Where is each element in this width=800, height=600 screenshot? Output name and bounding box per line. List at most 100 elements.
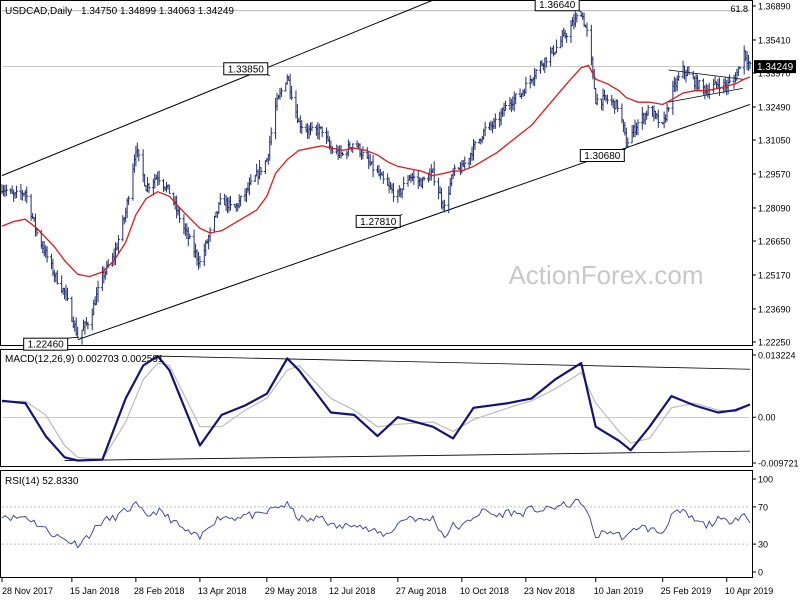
ohlc-bar xyxy=(432,161,436,186)
price-tick-label: 1.26650 xyxy=(758,237,791,247)
ohlc-bar xyxy=(76,326,80,339)
ohlc-bar xyxy=(15,185,19,199)
date-tick-label: 29 May 2018 xyxy=(265,586,317,596)
level-label-1-30680: 1.30680 xyxy=(579,148,627,163)
rsi-axis: 100 70 30 0 xyxy=(2,475,773,578)
rsi-panel-frame xyxy=(0,470,753,578)
date-tick-label: 10 Apr 2019 xyxy=(725,586,774,596)
retracement-line-61-8 xyxy=(2,10,750,67)
ohlc-bar xyxy=(728,74,732,84)
ohlc-bar xyxy=(412,169,416,185)
ohlc-bar xyxy=(402,176,406,190)
level-label-box xyxy=(355,214,401,228)
macd-tick-label: 0.00 xyxy=(758,413,776,423)
ohlc-bar xyxy=(677,72,681,81)
price-level-labels: 1.22460 1.33850 1.27810 1.36640 1.30680 xyxy=(23,0,627,351)
ohlc-bar xyxy=(198,255,202,268)
ohlc-bar xyxy=(697,79,701,90)
ohlc-bar xyxy=(717,77,721,96)
price-tick-label: 1.33970 xyxy=(758,69,791,79)
macd-tick-label: 0.013224 xyxy=(758,351,796,361)
ohlc-bar xyxy=(86,321,90,330)
ohlc-bar xyxy=(249,174,253,186)
rsi-line xyxy=(1,498,751,549)
price-panel-title: USDCAD,Daily 1.34750 1.34899 1.34063 1.3… xyxy=(5,6,234,17)
ohlc-bar xyxy=(96,280,100,303)
ohlc-bar xyxy=(147,183,151,193)
ohlc-bar xyxy=(585,22,589,37)
level-label-text: 1.27810 xyxy=(360,217,397,228)
ohlc-bar xyxy=(55,270,59,285)
ohlc-bar xyxy=(65,287,69,301)
ohlc-bar xyxy=(442,199,446,213)
last-price-label: 1.34249 xyxy=(757,62,794,73)
ohlc-bar xyxy=(279,87,283,98)
ohlc-bar xyxy=(167,184,171,194)
ohlc-bar xyxy=(565,33,569,43)
ohlc-bar xyxy=(626,137,630,147)
ohlc-bar xyxy=(330,145,334,154)
price-tick-label: 1.23690 xyxy=(758,304,791,314)
ohlc-bar xyxy=(748,60,752,70)
ohlc-bar xyxy=(178,207,182,223)
ohlc-bar xyxy=(127,195,131,206)
date-tick-label: 27 Aug 2018 xyxy=(396,586,447,596)
level-label-text: 1.30680 xyxy=(584,151,621,162)
triangle-line-1 xyxy=(668,69,743,80)
ohlc-bar xyxy=(218,193,222,205)
macd-panel-frame xyxy=(0,349,753,467)
date-tick-label: 28 Feb 2018 xyxy=(134,586,185,596)
macd-main-line xyxy=(1,355,751,462)
ohlc-bar xyxy=(371,155,375,178)
ohlc-bar xyxy=(575,12,579,23)
ohlc-bar xyxy=(25,186,29,204)
ohlc-bar xyxy=(667,107,671,112)
level-label-leader xyxy=(579,10,582,13)
price-tick-label: 1.25170 xyxy=(758,270,791,280)
ohlc-bar xyxy=(361,146,365,160)
ohlc-bar xyxy=(595,93,599,106)
price-bars xyxy=(0,11,752,345)
level-label-leader xyxy=(267,74,270,77)
macd-axis: 0.013224 0.00 -0.009721 xyxy=(2,351,799,469)
ohlc-bar xyxy=(116,235,120,254)
ohlc-bar xyxy=(738,66,742,70)
moving-average-line xyxy=(1,64,751,278)
date-tick-label: 15 Jan 2018 xyxy=(70,586,120,596)
ohlc-bar xyxy=(4,184,8,197)
level-label-text: 1.33850 xyxy=(228,64,265,75)
ohlc-bar xyxy=(422,176,426,181)
ohlc-bar xyxy=(544,57,548,68)
rsi-panel-title: RSI(14) 52.8330 xyxy=(5,476,79,487)
price-tick-label: 1.35410 xyxy=(758,35,791,45)
ohlc-bar xyxy=(381,170,385,184)
level-label-1-36640: 1.36640 xyxy=(534,0,582,13)
ohlc-bar xyxy=(493,113,497,129)
level-label-leader xyxy=(400,214,403,216)
last-price-marker: 1.34249 xyxy=(754,60,796,74)
level-label-leader xyxy=(67,336,78,339)
level-label-1-33850: 1.33850 xyxy=(223,62,270,77)
ohlc-bar xyxy=(239,195,243,207)
price-axis: 1.36890 1.35410 1.33970 1.32490 1.31050 1.295… xyxy=(752,2,791,348)
price-tick-label: 1.31050 xyxy=(758,136,791,146)
ohlc-bar xyxy=(554,39,558,54)
price-tick-label: 1.28090 xyxy=(758,203,791,213)
channel-line-2 xyxy=(77,103,751,341)
macd-trendline-2 xyxy=(64,450,751,461)
date-tick-label: 12 Jul 2018 xyxy=(329,586,376,596)
ohlc-bar xyxy=(310,121,314,132)
level-label-text: 1.36640 xyxy=(539,0,576,11)
price-tick-label: 1.22250 xyxy=(758,338,791,348)
ohlc-bar xyxy=(473,140,477,150)
ohlc-bar xyxy=(687,65,691,75)
ohlc-bar xyxy=(320,126,324,138)
level-label-box xyxy=(579,149,625,163)
rsi-tick-label: 70 xyxy=(758,502,768,512)
ohlc-bar xyxy=(463,156,467,170)
price-panel-frame xyxy=(0,0,753,346)
rsi-tick-label: 0 xyxy=(758,568,763,578)
ohlc-bar xyxy=(300,120,304,134)
ohlc-bar xyxy=(157,170,161,185)
